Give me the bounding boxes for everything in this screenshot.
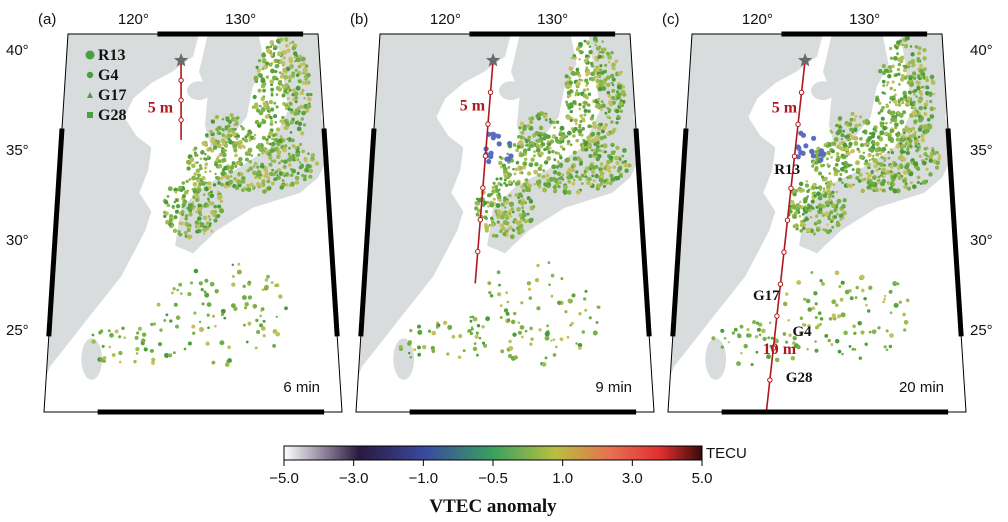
map-panel-2: (b) 120° 130° 9 min 5 m bbox=[350, 11, 655, 415]
panel-label: (b) bbox=[350, 11, 368, 28]
land-peninsula bbox=[499, 81, 523, 101]
track-distance-label: 5 m bbox=[148, 99, 174, 116]
colorbar: TECU −5.0 −3.0 −1.0 −0.5 1.0 3.0 5.0 VTEC anom… bbox=[269, 445, 747, 517]
colorbar-unit: TECU bbox=[706, 445, 747, 462]
land-china bbox=[668, 34, 823, 382]
colorbar-tick-label: −5.0 bbox=[269, 470, 299, 487]
time-label: 20 min bbox=[899, 379, 944, 396]
epicenter-star bbox=[485, 52, 501, 67]
epicenter-star bbox=[797, 52, 813, 67]
satellite-label: G28 bbox=[786, 370, 813, 386]
legend-entry: R13 bbox=[98, 47, 126, 64]
epicenter-track bbox=[178, 60, 184, 140]
legend-entry: G4 bbox=[98, 67, 118, 84]
colorbar-tick-label: 3.0 bbox=[622, 470, 643, 487]
land-taiwan bbox=[81, 338, 103, 380]
colorbar-tick-label: 5.0 bbox=[692, 470, 713, 487]
lon-tick-label: 130° bbox=[849, 11, 880, 28]
legend-entry: G17 bbox=[98, 87, 126, 104]
satellite-legend: R13 G4 G17 G28 bbox=[85, 47, 126, 124]
lat-tick-label: 35° bbox=[970, 142, 993, 159]
epicenter-track bbox=[474, 60, 494, 284]
lat-tick-label: 30° bbox=[970, 232, 993, 249]
map-frame bbox=[43, 31, 343, 415]
legend-entry: G28 bbox=[98, 107, 126, 124]
lat-tick-label: 40° bbox=[6, 42, 29, 59]
lat-tick-label: 30° bbox=[6, 232, 29, 249]
land-taiwan bbox=[705, 338, 727, 380]
colorbar-tick-label: 1.0 bbox=[552, 470, 573, 487]
colorbar-tick-label: −0.5 bbox=[478, 470, 508, 487]
colorbar-title: VTEC anomaly bbox=[429, 496, 557, 517]
track-distance-label: 5 m bbox=[460, 97, 486, 114]
map-panel-1: (a) 120° 130° 6 min 5 m 40° 35° 30° 25° R13 G4 G17 G… bbox=[6, 11, 343, 415]
lat-tick-label: 25° bbox=[970, 322, 993, 339]
lat-tick-label: 40° bbox=[970, 42, 993, 59]
land-peninsula bbox=[811, 81, 835, 101]
colorbar-tick-label: −1.0 bbox=[409, 470, 439, 487]
land-china bbox=[44, 34, 199, 382]
lat-tick-label: 35° bbox=[6, 142, 29, 159]
epicenter-star bbox=[173, 52, 189, 67]
map-frame bbox=[667, 31, 967, 415]
time-label: 6 min bbox=[283, 379, 320, 396]
time-label: 9 min bbox=[595, 379, 632, 396]
land-peninsula bbox=[187, 81, 211, 101]
colorbar-tick-label: −3.0 bbox=[339, 470, 369, 487]
satellite-label: R13 bbox=[774, 162, 800, 178]
panel-label: (c) bbox=[662, 11, 680, 28]
gnss-observations bbox=[91, 37, 320, 368]
lon-tick-label: 120° bbox=[742, 11, 773, 28]
land-china bbox=[356, 34, 511, 382]
lon-tick-label: 120° bbox=[430, 11, 461, 28]
panel-label: (a) bbox=[38, 11, 56, 28]
map-panel-3: (c) 120° 130° 20 min 5 m 40° 35° 30° 25° 10 m R13 G… bbox=[662, 11, 993, 415]
epicenter-track bbox=[765, 60, 806, 412]
lon-tick-label: 130° bbox=[537, 11, 568, 28]
track-distance-label: 5 m bbox=[772, 99, 798, 116]
land-korea bbox=[510, 34, 577, 148]
gnss-observations bbox=[398, 36, 632, 367]
lat-tick-label: 25° bbox=[6, 322, 29, 339]
lon-tick-label: 130° bbox=[225, 11, 256, 28]
colorbar-gradient bbox=[283, 445, 703, 461]
lon-tick-label: 120° bbox=[118, 11, 149, 28]
map-frame bbox=[355, 31, 655, 415]
satellite-label: G17 bbox=[753, 288, 780, 304]
track-distance-label-2: 10 m bbox=[763, 341, 797, 358]
satellite-label: G4 bbox=[793, 324, 813, 340]
land-taiwan bbox=[393, 338, 415, 380]
gnss-observations bbox=[711, 35, 942, 367]
